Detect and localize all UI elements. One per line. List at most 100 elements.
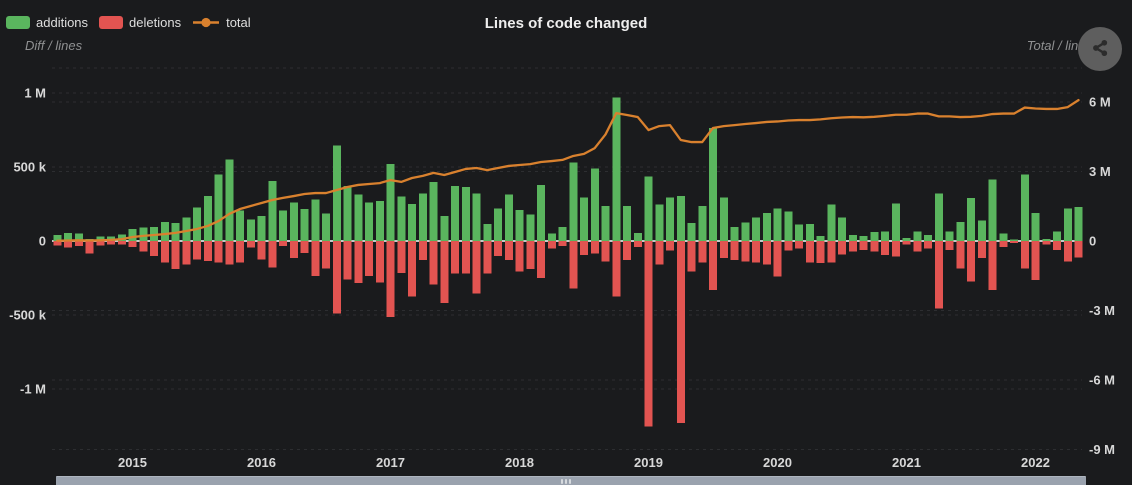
legend-item-total[interactable]: total — [192, 15, 251, 30]
deletions-bar[interactable] — [64, 241, 72, 248]
deletions-bar[interactable] — [644, 241, 653, 427]
deletions-bar[interactable] — [322, 241, 330, 269]
additions-bar[interactable] — [881, 231, 889, 241]
additions-bar[interactable] — [418, 193, 427, 241]
additions-bar[interactable] — [999, 233, 1008, 241]
deletions-bar[interactable] — [730, 241, 739, 261]
deletions-bar[interactable] — [687, 241, 696, 272]
deletions-bar[interactable] — [440, 241, 449, 304]
additions-bar[interactable] — [838, 217, 846, 241]
additions-bar[interactable] — [375, 201, 384, 241]
additions-bar[interactable] — [354, 194, 363, 241]
additions-bar[interactable] — [988, 179, 997, 241]
deletions-bar[interactable] — [655, 241, 664, 265]
deletions-bar[interactable] — [268, 241, 277, 268]
additions-bar[interactable] — [300, 209, 309, 241]
deletions-bar[interactable] — [375, 241, 384, 283]
additions-bar[interactable] — [934, 193, 943, 241]
deletions-bar[interactable] — [859, 241, 868, 250]
deletions-bar[interactable] — [709, 241, 717, 290]
additions-bar[interactable] — [623, 206, 631, 241]
additions-bar[interactable] — [494, 208, 502, 241]
deletions-bar[interactable] — [827, 241, 836, 263]
additions-bar[interactable] — [676, 195, 685, 241]
deletions-bar[interactable] — [53, 241, 62, 246]
deletions-bar[interactable] — [408, 241, 416, 297]
additions-bar[interactable] — [902, 238, 911, 241]
additions-bar[interactable] — [612, 97, 621, 241]
additions-bar[interactable] — [461, 186, 470, 241]
additions-bar[interactable] — [139, 227, 148, 241]
deletions-bar[interactable] — [343, 241, 352, 280]
additions-bar[interactable] — [1053, 231, 1061, 241]
deletions-bar[interactable] — [139, 241, 148, 252]
chart-horizontal-scrollbar[interactable] — [56, 476, 1086, 485]
chart-menu-button[interactable] — [1078, 27, 1122, 71]
additions-bar[interactable] — [762, 212, 771, 241]
deletions-bar[interactable] — [590, 241, 599, 254]
additions-bar[interactable] — [590, 168, 599, 241]
deletions-bar[interactable] — [1020, 241, 1029, 269]
deletions-bar[interactable] — [332, 241, 341, 314]
additions-bar[interactable] — [698, 206, 707, 241]
deletions-bar[interactable] — [870, 241, 879, 252]
deletions-bar[interactable] — [461, 241, 470, 274]
deletions-bar[interactable] — [429, 241, 438, 285]
deletions-bar[interactable] — [805, 241, 814, 263]
deletions-bar[interactable] — [128, 241, 137, 247]
additions-bar[interactable] — [848, 235, 857, 241]
additions-bar[interactable] — [311, 199, 320, 241]
deletions-bar[interactable] — [881, 241, 889, 256]
additions-bar[interactable] — [193, 207, 201, 241]
additions-bar[interactable] — [236, 210, 244, 241]
deletions-bar[interactable] — [838, 241, 846, 255]
deletions-bar[interactable] — [569, 241, 578, 289]
additions-bar[interactable] — [1020, 174, 1029, 241]
legend-item-deletions[interactable]: deletions — [99, 15, 181, 30]
additions-bar[interactable] — [537, 184, 545, 241]
additions-bar[interactable] — [547, 233, 556, 241]
deletions-bar[interactable] — [289, 241, 298, 259]
deletions-bar[interactable] — [913, 241, 922, 252]
additions-bar[interactable] — [741, 222, 750, 242]
additions-bar[interactable] — [515, 209, 524, 241]
additions-bar[interactable] — [601, 206, 610, 241]
deletions-bar[interactable] — [504, 241, 513, 261]
deletions-bar[interactable] — [526, 241, 535, 270]
deletions-bar[interactable] — [902, 241, 911, 245]
additions-bar[interactable] — [666, 197, 674, 241]
additions-bar[interactable] — [365, 202, 373, 241]
deletions-bar[interactable] — [246, 241, 255, 248]
deletions-bar[interactable] — [451, 241, 459, 274]
deletions-bar[interactable] — [666, 241, 674, 251]
deletions-bar[interactable] — [193, 241, 201, 260]
deletions-bar[interactable] — [311, 241, 320, 276]
deletions-bar[interactable] — [1053, 241, 1061, 250]
deletions-bar[interactable] — [988, 241, 997, 290]
deletions-bar[interactable] — [676, 241, 685, 424]
additions-bar[interactable] — [1074, 206, 1083, 241]
deletions-bar[interactable] — [537, 241, 545, 278]
additions-bar[interactable] — [526, 214, 535, 241]
additions-bar[interactable] — [859, 235, 868, 241]
additions-bar[interactable] — [182, 217, 191, 241]
deletions-bar[interactable] — [816, 241, 825, 264]
additions-bar[interactable] — [128, 229, 137, 241]
deletions-bar[interactable] — [85, 241, 94, 254]
additions-bar[interactable] — [891, 203, 900, 241]
deletions-bar[interactable] — [182, 241, 191, 265]
deletions-bar[interactable] — [1031, 241, 1040, 281]
total-line[interactable] — [56, 98, 1080, 242]
deletions-bar[interactable] — [773, 241, 782, 277]
additions-bar[interactable] — [805, 223, 814, 241]
deletions-bar[interactable] — [612, 241, 621, 297]
deletions-bar[interactable] — [633, 241, 642, 247]
additions-bar[interactable] — [795, 224, 803, 241]
additions-bar[interactable] — [709, 127, 717, 241]
deletions-bar[interactable] — [1042, 241, 1051, 245]
additions-bar[interactable] — [827, 204, 836, 241]
deletions-bar[interactable] — [150, 241, 158, 256]
additions-bar[interactable] — [504, 194, 513, 241]
additions-bar[interactable] — [289, 202, 298, 241]
